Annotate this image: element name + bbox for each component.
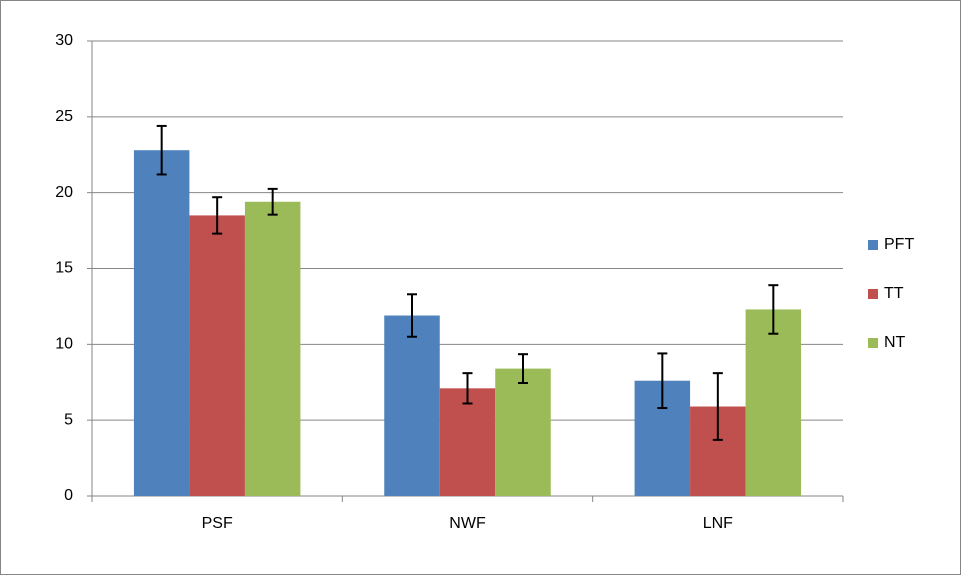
y-tick-label: 25 (55, 108, 73, 125)
x-tick-label: LNF (703, 515, 733, 532)
y-tick-label: 5 (64, 411, 73, 428)
bar (745, 309, 802, 496)
bar (439, 388, 496, 496)
y-tick-label: 0 (64, 487, 73, 504)
legend-label: NT (884, 334, 906, 351)
y-tick-label: 30 (55, 32, 73, 49)
bar (384, 315, 440, 496)
legend-swatch (868, 240, 878, 250)
bar (133, 150, 190, 496)
bar (495, 368, 551, 496)
y-tick-label: 15 (55, 260, 73, 277)
bar (189, 215, 245, 496)
legend-swatch (868, 338, 878, 348)
legend-label: TT (884, 285, 904, 302)
y-tick-label: 10 (55, 336, 73, 353)
legend-label: PFT (884, 236, 914, 253)
bar (244, 201, 301, 496)
legend-swatch (868, 289, 878, 299)
y-tick-label: 20 (55, 184, 73, 201)
x-tick-label: PSF (202, 515, 233, 532)
x-tick-label: NWF (449, 515, 486, 532)
